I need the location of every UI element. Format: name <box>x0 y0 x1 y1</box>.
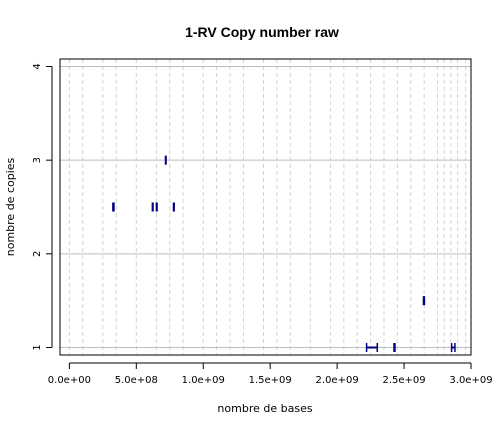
horizontal-grid <box>60 65 471 349</box>
y-tick-label: 3 <box>32 157 43 163</box>
x-tick-label: 3.0e+09 <box>449 375 492 386</box>
y-axis-label: nombre de copies <box>4 157 17 256</box>
y-tick-label: 4 <box>32 63 43 69</box>
vertical-grid <box>68 59 467 355</box>
y-tick-label: 1 <box>32 344 43 350</box>
y-tick-label: 2 <box>32 251 43 257</box>
x-tick-label: 2.5e+09 <box>382 375 425 386</box>
data-segments <box>112 155 456 353</box>
x-axis-label: nombre de bases <box>217 402 312 415</box>
x-tick-label: 1.5e+09 <box>249 375 292 386</box>
y-axis: 1 2 3 4 <box>32 63 53 351</box>
x-tick-label: 5.0e+08 <box>115 375 158 386</box>
x-tick-label: 1.0e+09 <box>182 375 225 386</box>
x-tick-label: 2.0e+09 <box>316 375 359 386</box>
x-axis: 0.0e+00 5.0e+08 1.0e+09 1.5e+09 2.0e+09 2.5e+… <box>48 362 493 386</box>
plot-frame <box>59 58 472 356</box>
chart-title: 1-RV Copy number raw <box>185 24 339 40</box>
x-tick-label: 0.0e+00 <box>48 375 91 386</box>
